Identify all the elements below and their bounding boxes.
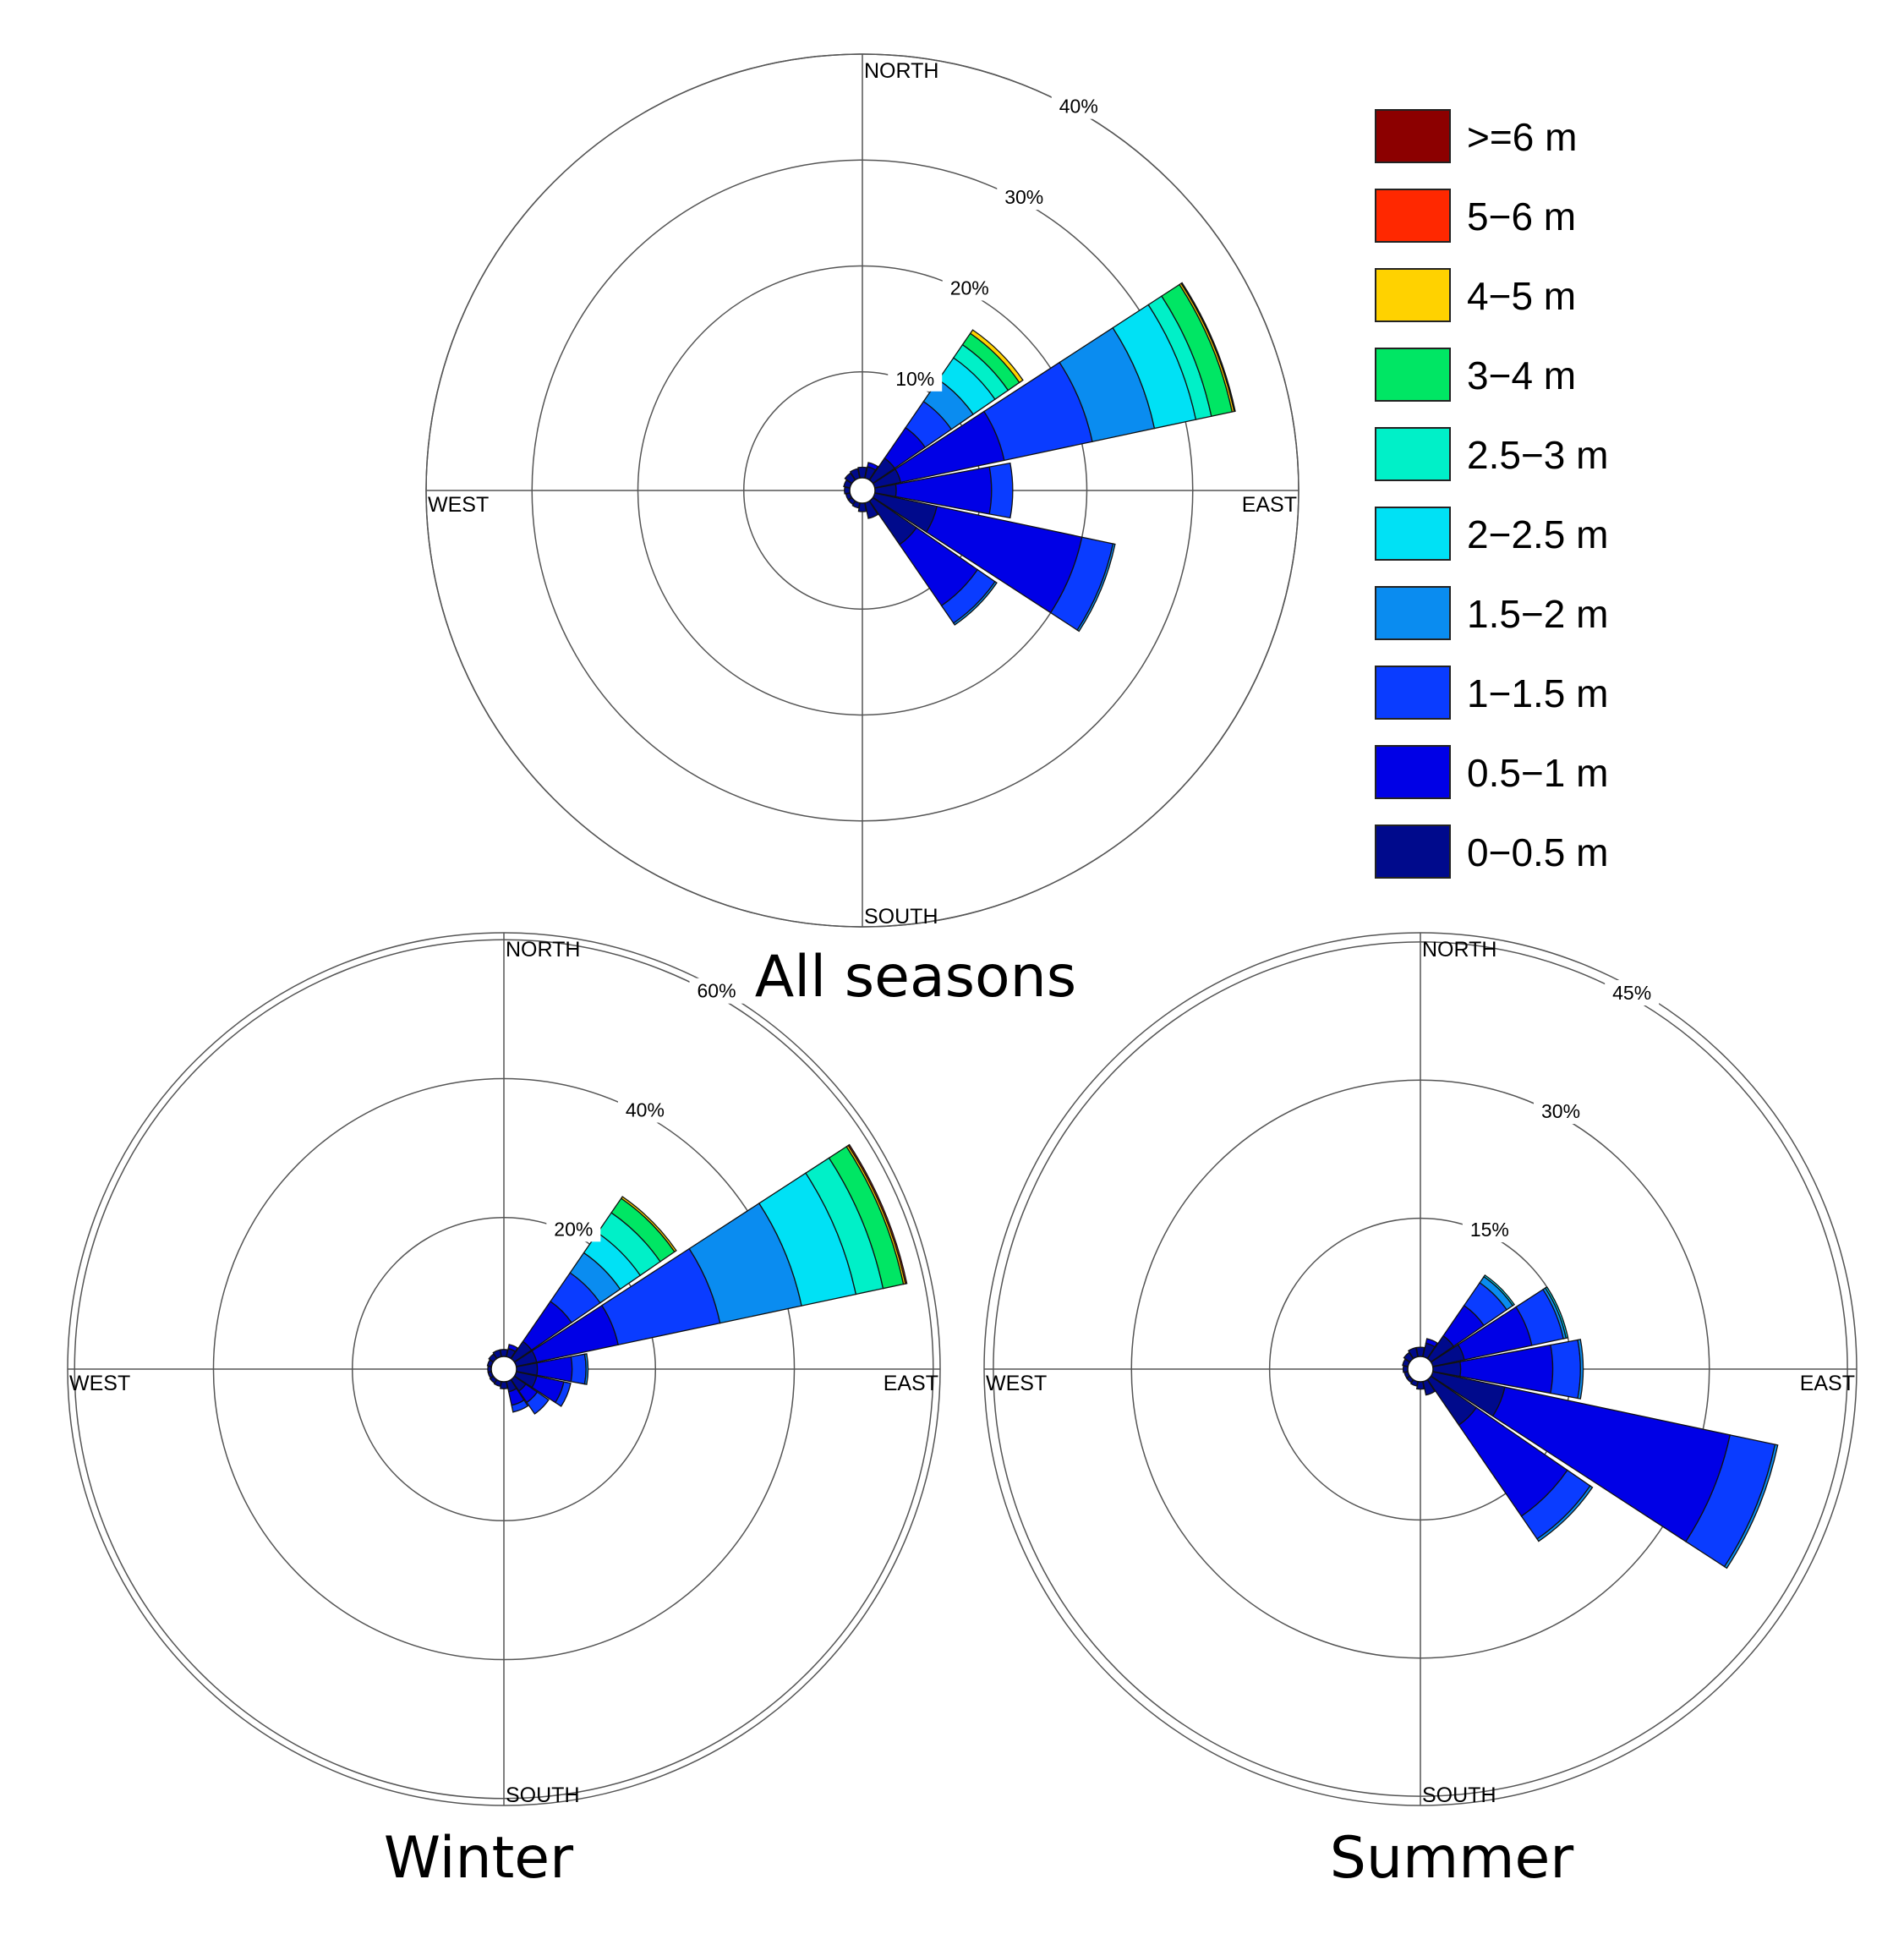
ring-label-bg	[546, 1216, 601, 1242]
rose-title: Summer	[1330, 1825, 1574, 1892]
ring-label-bg	[888, 365, 943, 392]
rose-title: Winter	[384, 1825, 573, 1892]
sector-dir67.5-bin8	[1180, 282, 1236, 413]
center-hub	[1407, 1356, 1434, 1383]
ring-label-30%: 30%	[1541, 1100, 1580, 1122]
ring-label-20%: 20%	[554, 1218, 593, 1240]
sector-dir67.5-bin4	[1544, 1285, 1569, 1340]
ring-label-10%: 10%	[895, 368, 934, 390]
legend-swatch-6	[1375, 348, 1451, 402]
legend-swatch-3	[1375, 586, 1451, 640]
center-hub	[849, 477, 876, 504]
sector-dir45-bin4	[1483, 1274, 1516, 1307]
sector-dir90-bin2	[1550, 1339, 1581, 1400]
ring-label-bg	[942, 275, 997, 301]
label-south: SOUTH	[1422, 1783, 1496, 1807]
label-south: SOUTH	[506, 1783, 580, 1807]
legend-swatch-2	[1375, 666, 1451, 720]
legend-swatch-4	[1375, 507, 1451, 561]
ring-label-40%: 40%	[1059, 96, 1098, 118]
label-north: NORTH	[506, 938, 580, 962]
label-west: WEST	[69, 1372, 130, 1395]
ring-label-40%: 40%	[626, 1099, 665, 1121]
ring-label-bg	[617, 1097, 672, 1123]
sector-dir90-bin2	[570, 1353, 587, 1385]
rose-title: All seasons	[755, 944, 1076, 1011]
sector-dir90-bin2	[988, 462, 1014, 519]
center-hub	[490, 1356, 517, 1383]
label-east: EAST	[884, 1372, 938, 1395]
sector-dir112.5-bin2	[554, 1381, 572, 1407]
ring-label-bg	[1051, 93, 1106, 119]
legend-swatch-8	[1375, 189, 1451, 243]
legend-label-3: 1.5−2 m	[1467, 592, 1609, 636]
legend-label-1: 0.5−1 m	[1467, 751, 1609, 795]
ring-label-60%: 60%	[698, 980, 736, 1002]
sector-dir22.5-bin1	[1425, 1338, 1438, 1348]
sector-dir90-bin3	[1577, 1339, 1584, 1400]
legend-label-8: 5−6 m	[1467, 194, 1576, 238]
ring-label-45%: 45%	[1612, 982, 1651, 1004]
sector-dir22.5-bin1	[507, 1344, 519, 1353]
ring-label-bg	[1605, 980, 1660, 1006]
sector-dir45-bin7	[969, 329, 1024, 384]
rose-winter: 20% 40% 60% NORTH SOUTH WEST EAST Winter	[67, 932, 941, 1892]
sector-dir90-bin3	[583, 1353, 589, 1385]
ring-label-30%: 30%	[1004, 186, 1043, 208]
ring-label-15%: 15%	[1470, 1219, 1509, 1241]
ring-label-bg	[689, 978, 744, 1004]
sectors	[843, 282, 1236, 633]
legend-swatch-1	[1375, 745, 1451, 799]
legend-label-7: 4−5 m	[1467, 274, 1576, 318]
legend-label-0: 0−0.5 m	[1467, 830, 1609, 874]
sector-dir45-bin7	[620, 1196, 677, 1253]
sector-dir135-bin3	[1536, 1485, 1594, 1542]
ring-label-bg	[1534, 1098, 1589, 1125]
sector-dir67.5-bin8	[847, 1143, 908, 1285]
label-east: EAST	[1242, 493, 1297, 517]
sectors	[1402, 1274, 1779, 1570]
legend: >=6 m 5−6 m 4−5 m 3−4 m 2.5−3 m 2−2.5 m 1.5−2 …	[1375, 109, 1609, 879]
rose-all-seasons: 10% 20% 30% 40% NORTH SOUTH WEST EAST All season…	[425, 53, 1299, 1011]
label-west: WEST	[428, 493, 489, 517]
legend-swatch-7	[1375, 268, 1451, 322]
sector-dir112.5-bin3	[1076, 543, 1116, 633]
legend-swatch-5	[1375, 427, 1451, 481]
legend-label-2: 1−1.5 m	[1467, 671, 1609, 715]
label-south: SOUTH	[864, 905, 938, 929]
legend-label-4: 2−2.5 m	[1467, 512, 1609, 556]
rose-summer: 15% 30% 45% NORTH SOUTH WEST EAST Summer	[983, 932, 1857, 1892]
sector-dir112.5-bin3	[1723, 1444, 1779, 1570]
label-north: NORTH	[864, 59, 938, 83]
label-east: EAST	[1800, 1372, 1855, 1395]
ring-label-bg	[1462, 1217, 1517, 1243]
sector-dir135-bin3	[952, 580, 998, 626]
sector-dir157.5-bin2	[511, 1399, 529, 1413]
legend-swatch-9	[1375, 109, 1451, 163]
sectors	[486, 1143, 908, 1415]
legend-label-6: 3−4 m	[1467, 353, 1576, 397]
sector-dir135-bin2	[526, 1391, 550, 1415]
sector-dir22.5-bin1	[867, 462, 879, 471]
legend-label-5: 2.5−3 m	[1467, 433, 1609, 477]
legend-swatch-0	[1375, 825, 1451, 879]
ring-label-20%: 20%	[950, 277, 989, 299]
label-north: NORTH	[1422, 938, 1496, 962]
legend-label-9: >=6 m	[1467, 115, 1577, 159]
ring-label-bg	[997, 184, 1052, 211]
label-west: WEST	[986, 1372, 1047, 1395]
